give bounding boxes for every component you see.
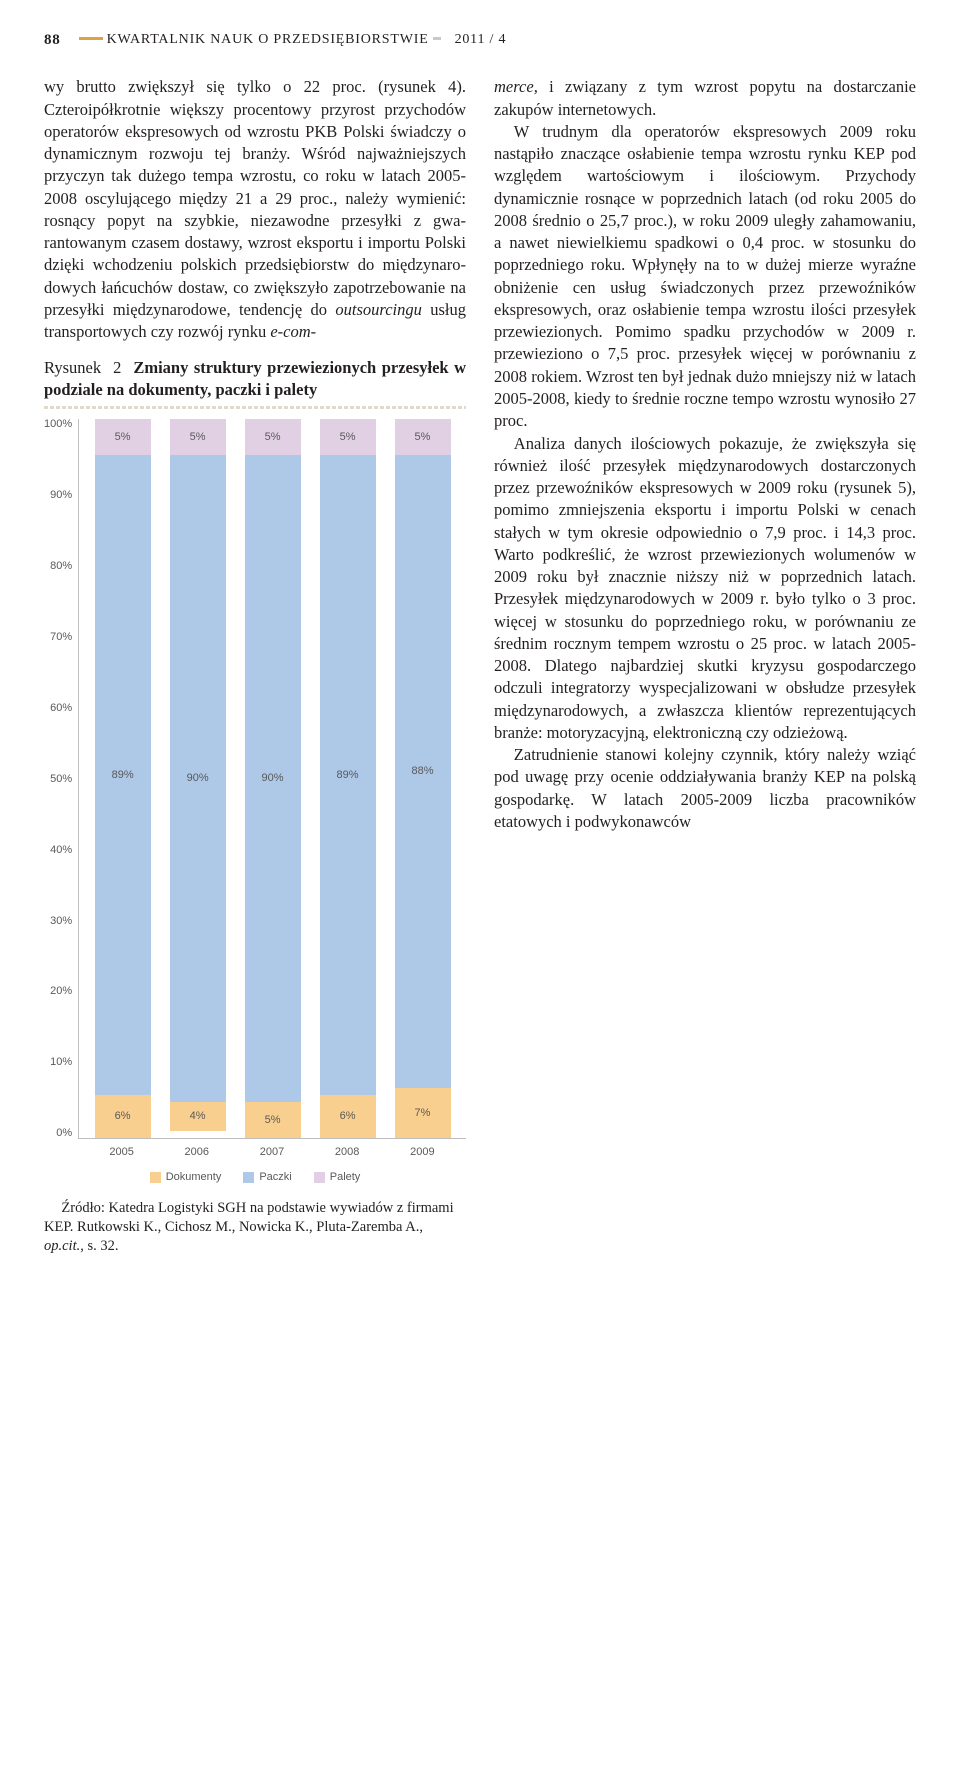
x-tick-label: 2008	[319, 1145, 375, 1160]
legend-swatch	[243, 1172, 254, 1183]
y-tick-label: 100%	[44, 419, 72, 430]
figure-number: 2	[113, 358, 121, 377]
y-axis: 100% 90% 80% 70% 60% 50% 40% 30% 20% 10% 0%	[44, 419, 78, 1139]
legend-item: Paczki	[243, 1170, 291, 1185]
bar-segment-paczki: 89%	[95, 455, 151, 1095]
header-rule-divider	[433, 37, 441, 40]
bar-column: 5%88%7%	[395, 419, 451, 1138]
bar-segment-palety: 5%	[395, 419, 451, 455]
journal-issue: 2011 / 4	[455, 31, 507, 50]
y-tick-label: 70%	[50, 632, 72, 643]
bar-segment-paczki: 88%	[395, 455, 451, 1088]
bar-segment-dokumenty: 6%	[320, 1095, 376, 1138]
x-tick-label: 2006	[169, 1145, 225, 1160]
bar-column: 5%89%6%	[95, 419, 151, 1138]
x-axis-row: 2005 2006 2007 2008 2009	[44, 1145, 466, 1160]
x-tick-label: 2005	[94, 1145, 150, 1160]
bar-segment-palety: 5%	[320, 419, 376, 455]
bar-segment-dokumenty: 7%	[395, 1088, 451, 1138]
header-rule-accent	[79, 37, 103, 40]
y-tick-label: 80%	[50, 561, 72, 572]
bar-column: 5%89%6%	[320, 419, 376, 1138]
running-header: 88 KWARTALNIK NAUK O PRZEDSIĘBIORSTWIE 2…	[44, 30, 916, 50]
left-para-1: wy brutto zwiększył się tylko o 22 proc.…	[44, 76, 466, 343]
page-number: 88	[44, 30, 61, 50]
text-italic: e-com-	[270, 322, 316, 341]
x-tick-label: 2007	[244, 1145, 300, 1160]
left-column: wy brutto zwiększył się tylko o 22 proc.…	[44, 76, 466, 1255]
x-axis-labels: 2005 2006 2007 2008 2009	[78, 1145, 466, 1160]
two-column-body: wy brutto zwiększył się tylko o 22 proc.…	[44, 76, 916, 1255]
right-para-2: W trudnym dla operatorów ekspre­sowych 2…	[494, 121, 916, 433]
figure-caption: Rysunek 2Zmiany struktury przewiezionych …	[44, 357, 466, 400]
y-tick-label: 30%	[50, 916, 72, 927]
plot-area: 5%89%6%5%90%4%5%90%5%5%89%6%5%88%7%	[78, 419, 466, 1139]
legend-swatch	[314, 1172, 325, 1183]
y-tick-label: 50%	[50, 774, 72, 785]
bar-segment-paczki: 89%	[320, 455, 376, 1095]
text-run: wy brutto zwiększył się tylko o 22 proc.…	[44, 77, 466, 319]
bar-segment-paczki: 90%	[170, 455, 226, 1102]
text-italic: outsourcingu	[335, 300, 421, 319]
bar-column: 5%90%5%	[245, 419, 301, 1138]
figure-label: Rysunek	[44, 358, 101, 377]
chart-legend: Dokumenty Paczki Palety	[44, 1170, 466, 1185]
legend-item: Dokumenty	[150, 1170, 222, 1185]
y-tick-label: 20%	[50, 986, 72, 997]
x-axis-spacer	[44, 1145, 78, 1160]
figure-title-underline	[44, 406, 466, 409]
figure-title-bold: Zmiany struktury przewiezionych przesyłe…	[44, 358, 466, 398]
y-tick-label: 0%	[56, 1128, 72, 1139]
y-tick-label: 10%	[50, 1057, 72, 1068]
y-tick-label: 90%	[50, 490, 72, 501]
bar-segment-dokumenty: 6%	[95, 1095, 151, 1138]
text-italic: merce,	[494, 77, 538, 96]
bar-segment-palety: 5%	[245, 419, 301, 455]
right-para-3: Analiza danych ilościowych pokazuje, że …	[494, 433, 916, 745]
figure-source: Źródło: Katedra Logistyki SGH na podstaw…	[44, 1199, 466, 1256]
source-italic: op.cit.	[44, 1238, 80, 1254]
x-tick-label: 2009	[394, 1145, 450, 1160]
bar-segment-palety: 5%	[95, 419, 151, 455]
bar-segment-dokumenty: 4%	[170, 1102, 226, 1131]
bar-segment-palety: 5%	[170, 419, 226, 455]
source-text: Źródło: Katedra Logistyki SGH na podstaw…	[44, 1200, 454, 1235]
legend-item: Palety	[314, 1170, 361, 1185]
right-para-1: merce, i związany z tym wzrost popytu na…	[494, 76, 916, 121]
legend-label: Dokumenty	[166, 1170, 222, 1185]
stacked-bar-chart: 100%90%80%70%60%50%40%30%20%10%0% 5%89%6…	[44, 419, 466, 1139]
bar-segment-paczki: 90%	[245, 455, 301, 1102]
legend-label: Palety	[330, 1170, 361, 1185]
page: 88 KWARTALNIK NAUK O PRZEDSIĘBIORSTWIE 2…	[0, 0, 960, 1296]
legend-swatch	[150, 1172, 161, 1183]
bar-column: 5%90%4%	[170, 419, 226, 1138]
legend-label: Paczki	[259, 1170, 291, 1185]
y-tick-label: 60%	[50, 703, 72, 714]
y-tick-label: 40%	[50, 845, 72, 856]
right-para-4: Zatrudnienie stanowi kolejny czynnik, kt…	[494, 744, 916, 833]
right-column: merce, i związany z tym wzrost popytu na…	[494, 76, 916, 1255]
text-run: i związany z tym wzrost popytu na dostar…	[494, 77, 916, 118]
bar-segment-dokumenty: 5%	[245, 1102, 301, 1138]
source-suffix: , s. 32.	[80, 1238, 118, 1254]
journal-title: KWARTALNIK NAUK O PRZEDSIĘBIORSTWIE	[107, 31, 429, 50]
